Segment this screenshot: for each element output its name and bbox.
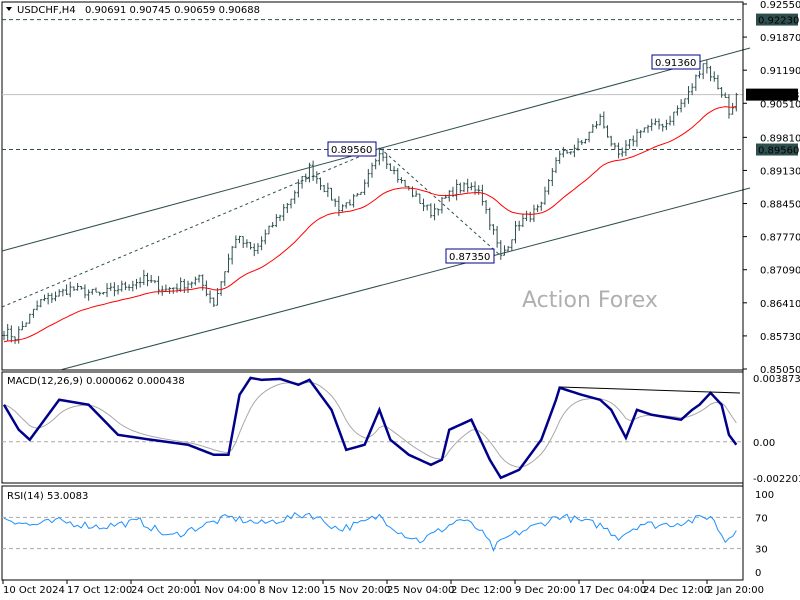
macd-tick-label: 0.003873 <box>753 374 800 385</box>
rsi-tick-label: 70 <box>755 513 768 524</box>
rsi-panel <box>1 485 744 581</box>
dropdown-triangle-icon[interactable] <box>6 7 12 11</box>
price-tick-label: 0.85730 <box>760 332 800 343</box>
price-annotation-box <box>651 54 701 70</box>
price-annotation: 0.91360 <box>655 58 696 69</box>
dashed-retrace-line <box>379 147 501 256</box>
current-price-label: 0.90688 <box>758 91 799 102</box>
macd-tick-label: 0.00 <box>753 438 775 449</box>
price-tick-label: 0.85050 <box>760 365 800 376</box>
ohlc-values: 0.90691 0.90745 0.90659 0.90688 <box>85 5 260 16</box>
time-tick-label: 17 Dec 04:00 <box>579 585 646 596</box>
channel-lower-line <box>59 187 751 371</box>
level-label: 0.89560 <box>758 146 799 157</box>
time-tick-label: 24 Oct 20:00 <box>131 585 196 596</box>
time-tick-label: 10 Oct 2024 <box>3 585 65 596</box>
price-tick-label: 0.87090 <box>760 266 800 277</box>
macd-tick-label: -0.002201 <box>753 474 800 485</box>
macd-trend-line <box>559 386 741 394</box>
price-annotation: 0.87350 <box>449 252 490 263</box>
price-tick-label: 0.87770 <box>760 233 800 244</box>
level-label: 0.92230 <box>758 16 799 27</box>
price-tick-label: 0.92550 <box>760 0 800 11</box>
symbol-label: USDCHF,H4 <box>17 5 76 16</box>
macd-signal-line <box>3 381 737 468</box>
current-price-label-bg <box>746 88 798 101</box>
time-tick-label: 25 Nov 04:00 <box>387 585 454 596</box>
macd-main-line <box>2 376 738 480</box>
rsi-title: RSI(14) 53.0083 <box>7 491 88 502</box>
moving-average-line <box>3 105 737 343</box>
price-tick-label: 0.90510 <box>760 99 800 110</box>
time-tick-label: 17 Oct 12:00 <box>67 585 132 596</box>
rsi-tick-label: 0 <box>755 568 761 579</box>
time-tick-label: 15 Nov 20:00 <box>323 585 390 596</box>
price-tick-label: 0.86410 <box>760 299 800 310</box>
price-tick-label: 0.88450 <box>760 200 800 211</box>
time-tick-label: 8 Nov 12:00 <box>259 585 320 596</box>
price-tick-label: 0.91190 <box>760 66 800 77</box>
dashed-trend-line <box>1 147 381 308</box>
time-tick-label: 2 Jan 20:00 <box>707 585 764 596</box>
level-label-bg <box>756 13 798 26</box>
time-tick-label: 2 Dec 12:00 <box>451 585 512 596</box>
price-annotation-box <box>327 141 377 157</box>
watermark: Action Forex <box>522 288 658 313</box>
macd-title: MACD(12,26,9) 0.000062 0.000438 <box>7 376 185 387</box>
level-label-bg <box>756 143 798 156</box>
price-annotation: 0.89560 <box>331 145 372 156</box>
price-annotation-box <box>445 248 495 264</box>
rsi-line <box>3 512 737 553</box>
time-tick-label: 24 Dec 12:00 <box>643 585 710 596</box>
price-tick-label: 0.89810 <box>760 133 800 144</box>
price-panel <box>1 1 744 371</box>
price-tick-label: 0.91870 <box>760 33 800 44</box>
time-tick-label: 1 Nov 04:00 <box>195 585 256 596</box>
rsi-tick-label: 100 <box>755 490 774 501</box>
rsi-tick-label: 30 <box>755 545 768 556</box>
header: USDCHF,H4 0.90691 0.90745 0.90659 0.9068… <box>6 5 260 16</box>
price-tick-label: 0.89130 <box>760 166 800 177</box>
time-tick-label: 9 Dec 20:00 <box>515 585 576 596</box>
